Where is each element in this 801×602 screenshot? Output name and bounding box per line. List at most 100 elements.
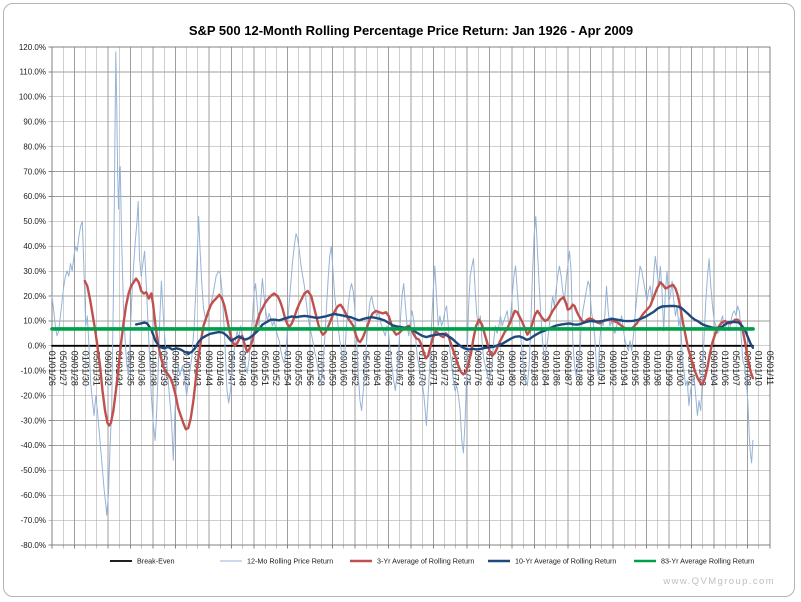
x-axis-tick-label: 09/01/00 bbox=[675, 351, 685, 386]
x-axis-tick-label: 05/01/95 bbox=[630, 351, 640, 386]
x-axis-tick-label: 01/01/54 bbox=[282, 351, 292, 386]
y-axis-tick-label: 110.0% bbox=[19, 68, 46, 77]
legend-item-12-mo-rolling-price-return: 12-Mo Rolling Price Return bbox=[220, 557, 333, 566]
x-axis-labels: 01/01/26 05/01/27 09/01/28 01/01/30 05/01/31… bbox=[47, 351, 775, 386]
chart-title: S&P 500 12-Month Rolling Percentage Pric… bbox=[188, 23, 634, 38]
x-axis-tick-label: 09/01/44 bbox=[204, 351, 214, 386]
y-axis-labels: 120.0% 110.0% 100.0% 90.0% 80.0% 70.0% 60.0% 50… bbox=[19, 43, 46, 550]
y-axis-tick-label: -70.0% bbox=[21, 516, 46, 525]
y-axis-tick-label: 30.0% bbox=[23, 267, 46, 276]
x-axis-tick-label: 01/01/46 bbox=[215, 351, 225, 386]
y-axis-tick-label: -20.0% bbox=[21, 391, 46, 400]
y-axis-tick-label: -10.0% bbox=[21, 367, 46, 376]
x-axis-tick-label: 05/01/59 bbox=[327, 351, 337, 386]
x-axis-tick-label: 01/01/62 bbox=[350, 351, 360, 386]
x-axis-tick-label: 09/01/60 bbox=[339, 351, 349, 386]
x-axis-tick-label: 01/01/38 bbox=[148, 351, 158, 386]
legend-item-break-even: Break-Even bbox=[110, 557, 175, 566]
y-axis-tick-label: 40.0% bbox=[23, 242, 46, 251]
y-axis-tick-label: -50.0% bbox=[21, 466, 46, 475]
x-axis-tick-label: 09/01/04 bbox=[709, 351, 719, 386]
y-axis-tick-label: 90.0% bbox=[23, 118, 46, 127]
y-axis-tick-label: 20.0% bbox=[23, 292, 46, 301]
x-axis-tick-label: 09/01/80 bbox=[507, 351, 517, 386]
x-axis-tick-label: 01/01/70 bbox=[417, 351, 427, 386]
x-axis-tick-label: 01/01/90 bbox=[585, 351, 595, 386]
legend-label: Break-Even bbox=[137, 557, 175, 566]
x-axis-tick-label: 05/01/87 bbox=[563, 351, 573, 386]
y-axis-tick-label: 10.0% bbox=[23, 317, 46, 326]
x-axis-tick-label: 09/01/32 bbox=[103, 351, 113, 386]
x-axis-tick-label: 05/01/99 bbox=[664, 351, 674, 386]
legend-label: 10-Yr Average of Rolling Return bbox=[515, 557, 616, 566]
x-axis-tick-label: 01/01/30 bbox=[81, 351, 91, 386]
series-10-yr-average-of-rolling-return bbox=[134, 304, 755, 355]
y-axis-tick-label: -80.0% bbox=[21, 541, 46, 550]
x-axis-tick-label: 09/01/40 bbox=[170, 351, 180, 386]
y-axis-tick-label: 60.0% bbox=[23, 192, 46, 201]
x-axis-tick-label: 01/01/82 bbox=[518, 351, 528, 386]
chart-card bbox=[3, 3, 795, 597]
x-axis-tick-label: 05/01/71 bbox=[428, 351, 438, 386]
x-axis-tick-label: 01/01/98 bbox=[653, 351, 663, 386]
x-axis-tick-label: 09/01/36 bbox=[137, 351, 147, 386]
x-axis-tick-label: 05/01/47 bbox=[226, 351, 236, 386]
legend-label: 83-Yr Average Rolling Return bbox=[661, 557, 754, 566]
y-axis-tick-label: 50.0% bbox=[23, 217, 46, 226]
x-axis-tick-label: 05/01/55 bbox=[294, 351, 304, 386]
y-axis-tick-label: -30.0% bbox=[21, 416, 46, 425]
x-axis-tick-label: 01/01/86 bbox=[552, 351, 562, 386]
x-axis-tick-label: 05/01/35 bbox=[125, 351, 135, 386]
x-axis-tick-label: 01/01/66 bbox=[383, 351, 393, 386]
y-axis-tick-label: -40.0% bbox=[21, 441, 46, 450]
x-axis-tick-label: 09/01/96 bbox=[641, 351, 651, 386]
x-axis-tick-label: 05/01/11 bbox=[765, 351, 775, 385]
x-axis-tick-label: 09/01/28 bbox=[69, 351, 79, 386]
x-axis-tick-label: 01/01/74 bbox=[451, 351, 461, 386]
x-axis-tick-label: 09/01/72 bbox=[440, 351, 450, 386]
x-axis-tick-label: 09/01/64 bbox=[372, 351, 382, 386]
legend-item-3-yr-average-of-rolling-return: 3-Yr Average of Rolling Return bbox=[350, 557, 474, 566]
x-axis-tick-label: 09/01/84 bbox=[540, 351, 550, 386]
x-axis-tick-label: 01/01/10 bbox=[754, 351, 764, 386]
watermark-link: www.QVMgroup.com bbox=[663, 576, 775, 587]
y-axis-tick-label: 0.0% bbox=[28, 342, 46, 351]
x-axis-tick-label: 01/01/02 bbox=[686, 351, 696, 386]
x-axis-tick-label: 09/01/52 bbox=[271, 351, 281, 386]
x-axis-tick-label: 05/01/63 bbox=[361, 351, 371, 386]
legend-item-10-yr-average-of-rolling-return: 10-Yr Average of Rolling Return bbox=[488, 557, 616, 566]
x-axis-tick-label: 01/01/42 bbox=[181, 351, 191, 386]
x-axis-tick-label: 01/01/06 bbox=[720, 351, 730, 386]
y-axis-tick-label: 80.0% bbox=[23, 142, 46, 151]
x-axis-tick-label: 01/01/78 bbox=[484, 351, 494, 386]
x-axis-tick-label: 09/01/48 bbox=[238, 351, 248, 386]
y-axis-tick-label: 120.0% bbox=[19, 43, 46, 52]
series-12-mo-rolling-price-return bbox=[51, 51, 754, 516]
x-axis-tick-label: 01/01/26 bbox=[47, 351, 57, 386]
x-axis-tick-label: 09/01/08 bbox=[742, 351, 752, 386]
x-axis-tick-label: 05/01/51 bbox=[260, 351, 270, 386]
legend-label: 3-Yr Average of Rolling Return bbox=[377, 557, 474, 566]
x-axis-tick-label: 05/01/31 bbox=[92, 351, 102, 386]
x-axis-tick-label: 05/01/27 bbox=[58, 351, 68, 386]
x-axis-tick-label: 09/01/56 bbox=[305, 351, 315, 386]
y-axis-tick-label: -60.0% bbox=[21, 491, 46, 500]
legend: Break-Even 12-Mo Rolling Price Return 3-Yr… bbox=[110, 557, 754, 566]
x-axis-tick-label: 01/01/50 bbox=[249, 351, 259, 386]
x-axis-tick-label: 05/01/79 bbox=[496, 351, 506, 386]
legend-label: 12-Mo Rolling Price Return bbox=[247, 557, 333, 566]
y-axis-tick-label: 70.0% bbox=[23, 167, 46, 176]
y-axis-tick-label: 100.0% bbox=[19, 93, 46, 102]
x-axis-tick-label: 09/01/92 bbox=[608, 351, 618, 386]
x-axis-tick-label: 05/01/91 bbox=[597, 351, 607, 386]
legend-item-83-yr-average-rolling-return: 83-Yr Average Rolling Return bbox=[634, 557, 754, 566]
gridlines bbox=[48, 46, 771, 549]
x-axis-tick-label: 09/01/76 bbox=[473, 351, 483, 386]
x-axis-tick-label: 09/01/68 bbox=[406, 351, 416, 386]
x-axis-tick-label: 09/01/88 bbox=[574, 351, 584, 386]
x-axis-tick-label: 05/01/07 bbox=[731, 351, 741, 386]
x-axis-tick-label: 05/01/67 bbox=[395, 351, 405, 386]
x-axis-tick-label: 05/01/83 bbox=[529, 351, 539, 386]
